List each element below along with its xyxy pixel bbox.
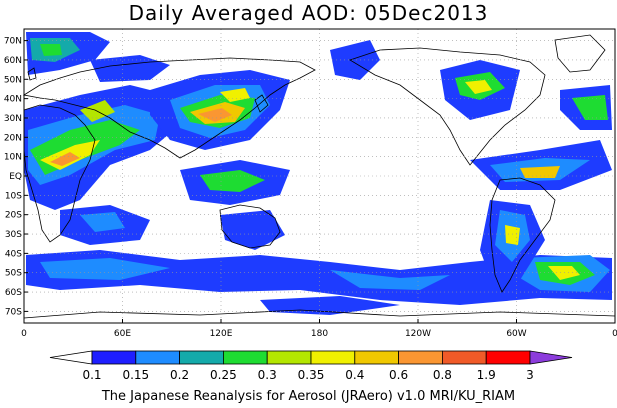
coastlines [22, 34, 616, 319]
lon-label: 180 [311, 329, 328, 339]
lat-label: 10N [4, 153, 22, 163]
colorbar-segment [398, 350, 443, 365]
coast-greenland [554, 34, 606, 73]
colorbar-segment [222, 350, 268, 365]
colorbar-label: 0.6 [389, 368, 408, 382]
colorbar-label: 0.2 [170, 368, 189, 382]
colorbar-label: 1.9 [477, 368, 496, 382]
latitude-axis-labels: 70N 60N 50N 40N 30N 20N 10N EQ 10S 20S 30S 40S 50S 60… [4, 37, 28, 317]
map-panel: 70N 60N 50N 40N 30N 20N 10N EQ 10S 20S 30S 40S 50S 60… [4, 28, 617, 339]
lat-label: 20S [5, 211, 22, 221]
coast-uk [27, 67, 37, 81]
coast-eurasia [22, 57, 316, 159]
colorbar-segment [266, 350, 312, 365]
lon-label: 120W [405, 329, 431, 339]
lat-label: 40N [4, 95, 22, 105]
coast-north-america [349, 47, 546, 166]
colorbar-label: 0.25 [210, 368, 237, 382]
lon-label: 120E [210, 329, 233, 339]
coast-japan [254, 94, 269, 113]
lon-label: 60E [114, 329, 131, 339]
aod-plume-southern-ocean [26, 250, 612, 305]
colorbar-label: 3 [526, 368, 534, 382]
lat-label: 30N [4, 114, 22, 124]
colorbar-segment [179, 350, 224, 365]
colorbar-segment [310, 350, 356, 365]
colorbar-label: 0.3 [258, 368, 277, 382]
lat-label: 50N [4, 75, 22, 85]
lat-label: 60N [4, 56, 22, 66]
colorbar-label: 0.35 [298, 368, 325, 382]
colorbar-segment [91, 350, 137, 365]
longitude-axis-labels: 0 60E 120E 180 120W 60W 0 [21, 319, 617, 339]
colorbar-label: 0.8 [433, 368, 452, 382]
colorbar-end-left [49, 350, 93, 365]
colorbar-segment [485, 350, 531, 365]
lon-label: 0 [612, 329, 617, 339]
colorbar-segment [441, 350, 487, 365]
colorbar-label: 0.4 [345, 368, 364, 382]
lat-label: 40S [5, 249, 22, 259]
colorbar-segment [135, 350, 181, 365]
coast-antarctica [23, 309, 616, 319]
colorbar-label: 0.15 [122, 368, 149, 382]
lat-label: 10S [5, 191, 22, 201]
coast-australia [219, 204, 281, 249]
colorbar-end-right [529, 350, 573, 365]
lat-label: 70N [4, 37, 22, 47]
lat-label: 20N [4, 133, 22, 143]
lon-label: 0 [21, 329, 27, 339]
lat-label: 30S [5, 230, 22, 240]
lon-label: 60W [506, 329, 526, 339]
color-bar-legend: 0.1 0.15 0.2 0.25 0.3 0.35 0.4 0.6 0.8 1.9 3 [49, 350, 573, 382]
lat-label: 60S [5, 288, 22, 298]
lat-label: 50S [5, 269, 22, 279]
coast-south-america [489, 177, 556, 293]
lat-label: 70S [5, 307, 22, 317]
credit-line: The Japanese Reanalysis for Aerosol (JRA… [101, 389, 516, 404]
page-title: Daily Averaged AOD: 05Dec2013 [128, 1, 489, 25]
colorbar-label: 0.1 [82, 368, 101, 382]
colorbar-segment [354, 350, 399, 365]
coast-africa [23, 104, 96, 243]
lat-label: EQ [9, 172, 22, 182]
